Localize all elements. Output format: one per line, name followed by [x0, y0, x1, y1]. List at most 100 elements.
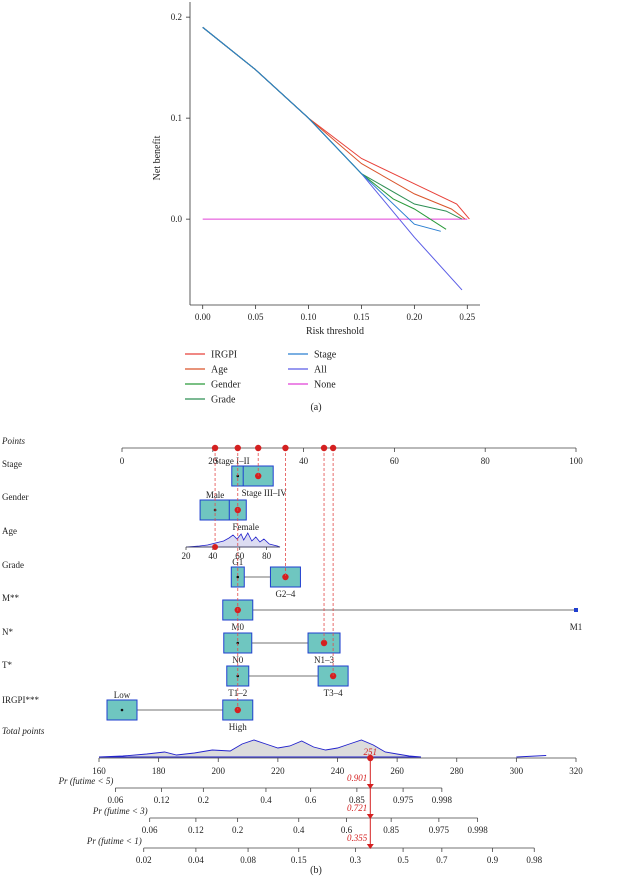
- level-label: Stage I–II: [214, 456, 250, 466]
- probability-axis-label: Pr (futime < 5): [58, 776, 114, 786]
- level-label: Female: [233, 522, 260, 532]
- age-tick-label: 40: [208, 551, 218, 561]
- points-tick-label: 60: [390, 456, 400, 466]
- age-tick-label: 80: [262, 551, 272, 561]
- variable-label: Gender: [2, 492, 29, 502]
- points-tick-label: 0: [120, 456, 125, 466]
- total-points-value: 251: [364, 747, 378, 757]
- points-tick-label: 40: [299, 456, 309, 466]
- y-tick-label: 0.1: [171, 113, 182, 123]
- points-tick-label: 80: [481, 456, 491, 466]
- probability-tick-label: 0.7: [436, 855, 448, 865]
- probability-tick-label: 0.08: [240, 855, 256, 865]
- points-axis-marker: [234, 444, 241, 452]
- series-line-all: [202, 26, 463, 291]
- legend-label-irgpi: IRGPI: [211, 350, 237, 361]
- total-points-tick-label: 320: [569, 766, 583, 776]
- points-axis-label: Points: [1, 436, 25, 446]
- legend-label-gender: Gender: [211, 380, 241, 391]
- probability-tick-label: 0.2: [232, 825, 243, 835]
- total-points-density: [98, 739, 422, 758]
- variable-label: T*: [2, 660, 12, 670]
- level-dot: [574, 608, 578, 612]
- legend-label-stage: Stage: [314, 350, 337, 361]
- age-tick-label: 60: [235, 551, 245, 561]
- level-label: High: [229, 722, 248, 732]
- panel-b-label: (b): [310, 865, 322, 876]
- level-label: G1: [232, 557, 243, 567]
- level-dot: [120, 708, 124, 712]
- probability-tick-label: 0.12: [188, 825, 204, 835]
- variable-label: IRGPI***: [2, 695, 40, 705]
- patient-marker: [320, 639, 328, 647]
- variable-label: M**: [2, 593, 20, 603]
- points-tick-label: 100: [569, 456, 583, 466]
- total-points-tick-label: 200: [212, 766, 226, 776]
- level-label: N1–3: [314, 655, 334, 665]
- panel-a-label: (a): [310, 402, 321, 413]
- x-tick-label: 0.25: [459, 312, 475, 322]
- level-label: Stage III–IV: [242, 488, 288, 498]
- legend-label-all: All: [314, 365, 327, 376]
- x-tick-label: 0.10: [301, 312, 317, 322]
- legend-label-none: None: [314, 380, 336, 391]
- level-label: Low: [114, 690, 131, 700]
- probability-tick-label: 0.4: [293, 825, 305, 835]
- level-label: T3–4: [324, 688, 343, 698]
- level-label: M0: [232, 622, 245, 632]
- probability-tick-label: 0.12: [154, 795, 170, 805]
- probability-tick-label: 0.06: [142, 825, 158, 835]
- x-tick-label: 0.00: [195, 312, 211, 322]
- patient-marker: [212, 544, 219, 550]
- points-axis-marker: [255, 444, 262, 452]
- series-line-grade: [202, 26, 463, 220]
- total-points-label: Total points: [2, 726, 45, 736]
- variable-label: N*: [2, 627, 13, 637]
- probability-tick-label: 0.6: [305, 795, 317, 805]
- age-tick-label: 20: [182, 551, 192, 561]
- patient-marker: [282, 573, 289, 581]
- variable-label: Grade: [2, 560, 24, 570]
- probability-axis-label: Pr (futime < 1): [86, 836, 142, 846]
- probability-tick-label: 0.04: [188, 855, 204, 865]
- age-density: [185, 532, 281, 548]
- points-tick-label: 20: [208, 456, 218, 466]
- total-points-tick-label: 300: [510, 766, 524, 776]
- probability-tick-label: 0.2: [198, 795, 209, 805]
- total-points-tick-label: 240: [331, 766, 345, 776]
- probability-tick-label: 0.5: [397, 855, 409, 865]
- probability-tick-label: 0.85: [349, 795, 365, 805]
- variable-label: Age: [2, 526, 17, 536]
- probability-axis-label: Pr (futime < 3): [92, 806, 148, 816]
- x-tick-label: 0.15: [354, 312, 370, 322]
- probability-tick-label: 0.9: [487, 855, 499, 865]
- points-axis-marker: [282, 444, 289, 452]
- legend-label-grade: Grade: [211, 395, 236, 406]
- series-line-gender: [202, 26, 447, 230]
- probability-tick-label: 0.998: [432, 795, 453, 805]
- total-points-tick-label: 180: [152, 766, 166, 776]
- points-axis-marker: [211, 444, 219, 452]
- predicted-probability: 0.901: [347, 773, 367, 783]
- probability-tick-label: 0.975: [393, 795, 414, 805]
- points-axis-marker: [320, 444, 328, 452]
- probability-tick-label: 0.975: [429, 825, 450, 835]
- x-tick-label: 0.20: [407, 312, 423, 322]
- y-tick-label: 0.0: [171, 214, 183, 224]
- probability-tick-label: 0.98: [526, 855, 542, 865]
- x-tick-label: 0.05: [248, 312, 264, 322]
- series-line-age: [202, 26, 466, 220]
- probability-tick-label: 0.06: [108, 795, 124, 805]
- probability-tick-label: 0.6: [341, 825, 353, 835]
- variable-label: Stage: [2, 459, 22, 469]
- level-dot: [236, 575, 240, 579]
- level-label: G2–4: [275, 589, 295, 599]
- probability-tick-label: 0.15: [291, 855, 307, 865]
- points-axis-marker: [329, 444, 337, 452]
- series-line-irgpi: [202, 26, 470, 220]
- probability-tick-label: 0.3: [350, 855, 362, 865]
- y-axis-label: Net benefit: [152, 135, 163, 180]
- predicted-probability: 0.721: [347, 803, 367, 813]
- x-axis-label: Risk threshold: [306, 326, 364, 337]
